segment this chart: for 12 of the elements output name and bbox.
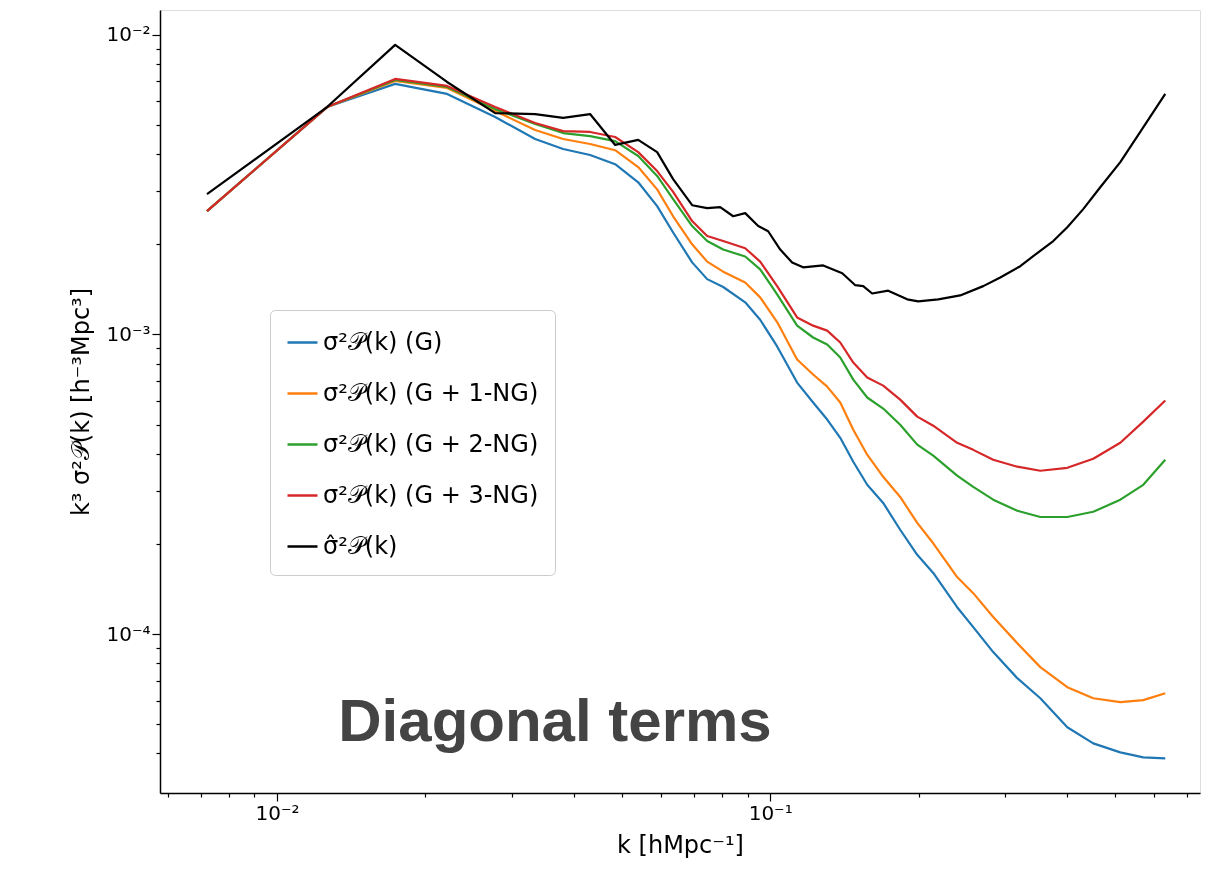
y-tick-label: 10⁻² bbox=[106, 22, 151, 47]
legend-label: σ²𝒫(k) (G) bbox=[323, 327, 443, 356]
y-axis-title: k³ σ²𝒫(k) [h⁻³Mpc³] bbox=[67, 287, 96, 517]
legend-label: σ²𝒫(k) (G + 2-NG) bbox=[323, 429, 539, 458]
y-tick-label: 10⁻³ bbox=[106, 321, 151, 346]
x-axis-title: k [hMpc⁻¹] bbox=[617, 830, 744, 859]
legend-label: σ̂²𝒫(k) bbox=[323, 531, 398, 560]
legend-label: σ²𝒫(k) (G + 1-NG) bbox=[323, 378, 539, 407]
legend-label: σ²𝒫(k) (G + 3-NG) bbox=[323, 480, 539, 509]
annotation: Diagonal terms bbox=[338, 687, 772, 754]
y-tick-label: 10⁻⁴ bbox=[106, 621, 151, 646]
x-tick-label: 10⁻¹ bbox=[748, 800, 793, 825]
